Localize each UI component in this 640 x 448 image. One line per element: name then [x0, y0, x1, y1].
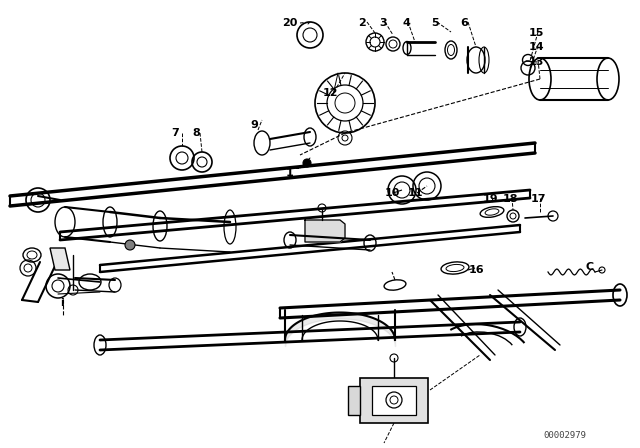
Polygon shape — [305, 220, 345, 242]
Text: 11: 11 — [407, 188, 423, 198]
Text: 9: 9 — [250, 120, 258, 130]
Text: 14: 14 — [528, 42, 544, 52]
Text: C: C — [586, 262, 594, 272]
Polygon shape — [360, 378, 428, 423]
Polygon shape — [50, 248, 70, 270]
Circle shape — [303, 159, 311, 167]
Text: 10: 10 — [384, 188, 400, 198]
Polygon shape — [372, 386, 416, 415]
Text: 4: 4 — [402, 18, 410, 28]
Text: 20: 20 — [282, 18, 298, 28]
Circle shape — [125, 240, 135, 250]
Text: 1: 1 — [286, 168, 294, 178]
Text: 15: 15 — [528, 28, 544, 38]
Text: 12: 12 — [323, 88, 338, 98]
Text: 00002979: 00002979 — [543, 431, 586, 439]
Text: 5: 5 — [431, 18, 439, 28]
Text: i: i — [60, 298, 64, 308]
Text: 18: 18 — [502, 194, 518, 204]
Polygon shape — [348, 386, 360, 415]
Text: 13: 13 — [528, 57, 544, 67]
Text: 6: 6 — [460, 18, 468, 28]
Text: 8: 8 — [192, 128, 200, 138]
Text: 17: 17 — [531, 194, 546, 204]
Text: 3: 3 — [379, 18, 387, 28]
Text: 16: 16 — [468, 265, 484, 275]
Text: 7: 7 — [171, 128, 179, 138]
Text: 2: 2 — [358, 18, 366, 28]
Text: 19: 19 — [482, 194, 498, 204]
